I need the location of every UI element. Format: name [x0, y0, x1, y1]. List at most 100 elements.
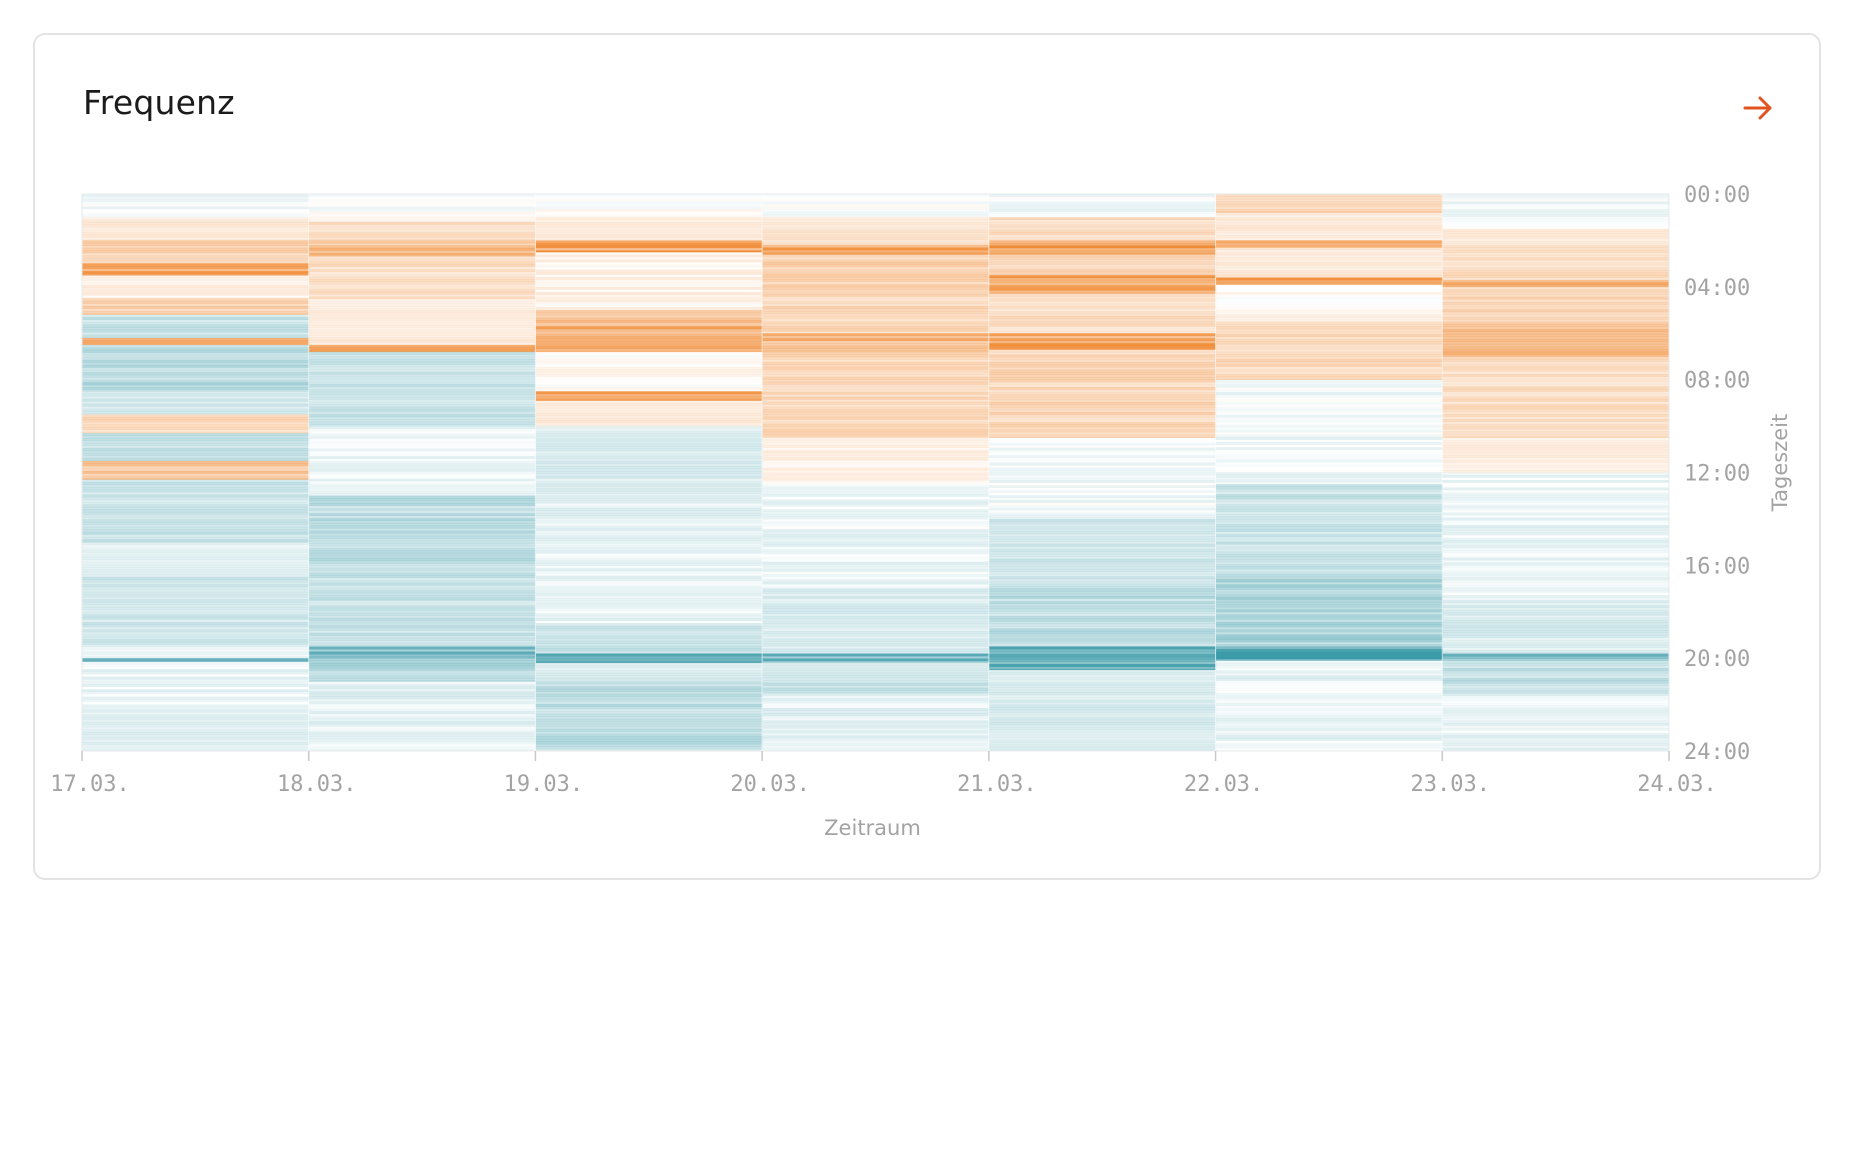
heatmap-cell: [82, 594, 310, 598]
heatmap-cell: [308, 340, 536, 343]
heatmap-cell: [535, 382, 762, 385]
heatmap-cell: [308, 320, 536, 323]
heatmap-cell: [82, 344, 310, 348]
heatmap-cell: [535, 515, 763, 519]
heatmap-cell: [1216, 417, 1443, 420]
heatmap-cell: [1216, 387, 1443, 390]
heatmap-cell: [1442, 607, 1670, 611]
heatmap-cell: [308, 286, 536, 290]
heatmap-cell: [1215, 259, 1443, 263]
heatmap-cell: [535, 453, 763, 457]
heatmap-cell: [1215, 554, 1443, 557]
heatmap-cell: [988, 371, 1217, 375]
heatmap-cell: [1215, 707, 1443, 711]
heatmap-cell: [82, 384, 310, 388]
heatmap-cell: [308, 194, 536, 197]
heatmap-cell: [308, 563, 536, 566]
heatmap-cell: [535, 478, 763, 482]
heatmap-cell: [1442, 542, 1670, 546]
heatmap-cell: [1442, 695, 1670, 699]
heatmap-cell: [988, 204, 1217, 207]
heatmap-cell: [988, 290, 1217, 294]
heatmap-cell: [308, 424, 536, 427]
heatmap-cell: [82, 514, 310, 518]
heatmap-cell: [1215, 732, 1443, 736]
heatmap-cell: [535, 214, 762, 217]
heatmap-cell: [1442, 393, 1670, 397]
heatmap-cell: [82, 458, 310, 461]
heatmap-cell: [82, 684, 310, 687]
heatmap-cell: [1215, 616, 1443, 620]
heatmap-cell: [535, 520, 763, 524]
heatmap-cell: [308, 404, 536, 408]
heatmap-cell: [1442, 214, 1670, 217]
heatmap-cell: [82, 194, 310, 197]
heatmap-cell: [988, 505, 1217, 508]
heatmap-cell: [762, 293, 990, 297]
heatmap-cell: [1442, 396, 1670, 400]
heatmap-cell: [535, 486, 763, 489]
heatmap-cell: [535, 237, 763, 241]
heatmap-cell: [1215, 225, 1443, 228]
heatmap-cell: [308, 518, 536, 522]
heatmap-cell: [1215, 472, 1443, 475]
heatmap-cell: [308, 325, 536, 328]
heatmap-cell: [82, 654, 310, 657]
heatmap-cell: [535, 201, 763, 205]
heatmap-cell: [82, 239, 310, 241]
heatmap-cell: [308, 486, 536, 489]
heatmap-cell: [535, 312, 763, 316]
heatmap-cell: [988, 638, 1217, 642]
heatmap-cell: [1442, 697, 1670, 701]
heatmap-cell: [82, 539, 310, 543]
heatmap-cell: [989, 493, 1216, 496]
heatmap-cell: [308, 342, 536, 346]
heatmap-cell: [762, 581, 990, 585]
heatmap-cell: [988, 581, 1217, 585]
heatmap-cell: [762, 286, 990, 290]
heatmap-cell: [1442, 241, 1670, 245]
heatmap-cell: [762, 596, 990, 599]
heatmap-cell: [762, 359, 990, 363]
heatmap-cell: [1442, 282, 1670, 286]
heatmap-cell: [308, 271, 536, 275]
heatmap-cell: [1442, 715, 1670, 719]
heatmap-cell: [535, 711, 763, 715]
heatmap-cell: [1215, 549, 1443, 552]
heatmap-cell: [535, 448, 763, 452]
heatmap-cell: [1215, 546, 1443, 550]
heatmap-cell: [535, 227, 763, 231]
heatmap-cell: [1442, 277, 1670, 281]
heatmap-cell: [762, 269, 990, 273]
heatmap-cell: [82, 212, 309, 215]
heatmap-cell: [82, 473, 310, 477]
heatmap-cell: [535, 498, 763, 502]
heatmap-cell: [535, 473, 763, 477]
heatmap-cell: [82, 621, 310, 625]
heatmap-cell: [1442, 615, 1670, 618]
heatmap-cell: [535, 290, 762, 293]
heatmap-cell: [535, 621, 762, 624]
heatmap-cell: [535, 252, 762, 255]
heatmap-cell: [308, 548, 536, 552]
heatmap-cell: [308, 493, 536, 497]
heatmap-cell: [82, 292, 310, 296]
heatmap-cell: [1442, 386, 1670, 390]
open-details-button[interactable]: [1735, 85, 1781, 131]
heatmap-cell: [989, 465, 1216, 468]
heatmap-cell: [1442, 497, 1670, 501]
heatmap-cell: [82, 396, 310, 400]
heatmap-cell: [308, 555, 536, 559]
heatmap-cell: [535, 254, 763, 258]
heatmap-cell: [82, 255, 310, 259]
heatmap-cell: [762, 717, 990, 721]
heatmap-cell: [1442, 321, 1670, 325]
heatmap-cell: [762, 722, 990, 726]
heatmap-cell: [82, 298, 310, 302]
heatmap-cell: [1216, 462, 1443, 465]
heatmap-cell: [82, 408, 310, 412]
heatmap-cell: [988, 369, 1217, 373]
heatmap-cell: [82, 277, 310, 281]
heatmap-cell: [762, 598, 990, 602]
heatmap-cell: [1215, 534, 1443, 537]
